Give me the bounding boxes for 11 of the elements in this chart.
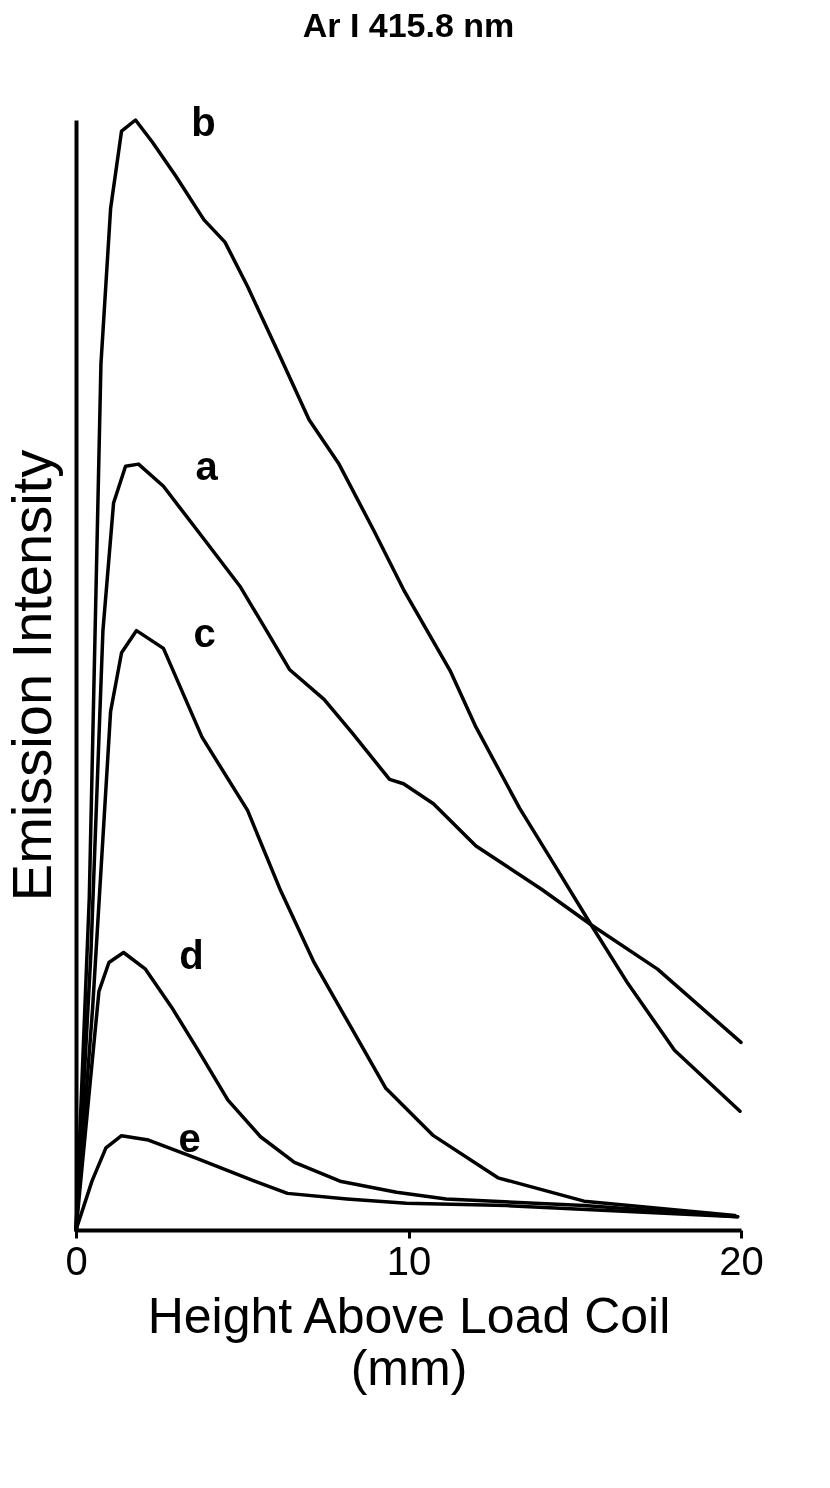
x-axis-title: Height Above Load Coil (mm) xyxy=(147,1287,671,1396)
x-tick-label: 10 xyxy=(386,1238,432,1283)
x-tick-label: 0 xyxy=(65,1238,88,1283)
chart-title: Ar I 415.8 nm xyxy=(302,6,515,44)
y-axis-title: Emission Intensity xyxy=(0,449,63,902)
x-tick-label: 20 xyxy=(719,1238,764,1283)
series-label: a xyxy=(195,444,219,489)
series-label: c xyxy=(193,610,216,655)
series-label: b xyxy=(191,100,216,144)
series-label: e xyxy=(178,1115,201,1160)
series-label: d xyxy=(179,932,204,977)
